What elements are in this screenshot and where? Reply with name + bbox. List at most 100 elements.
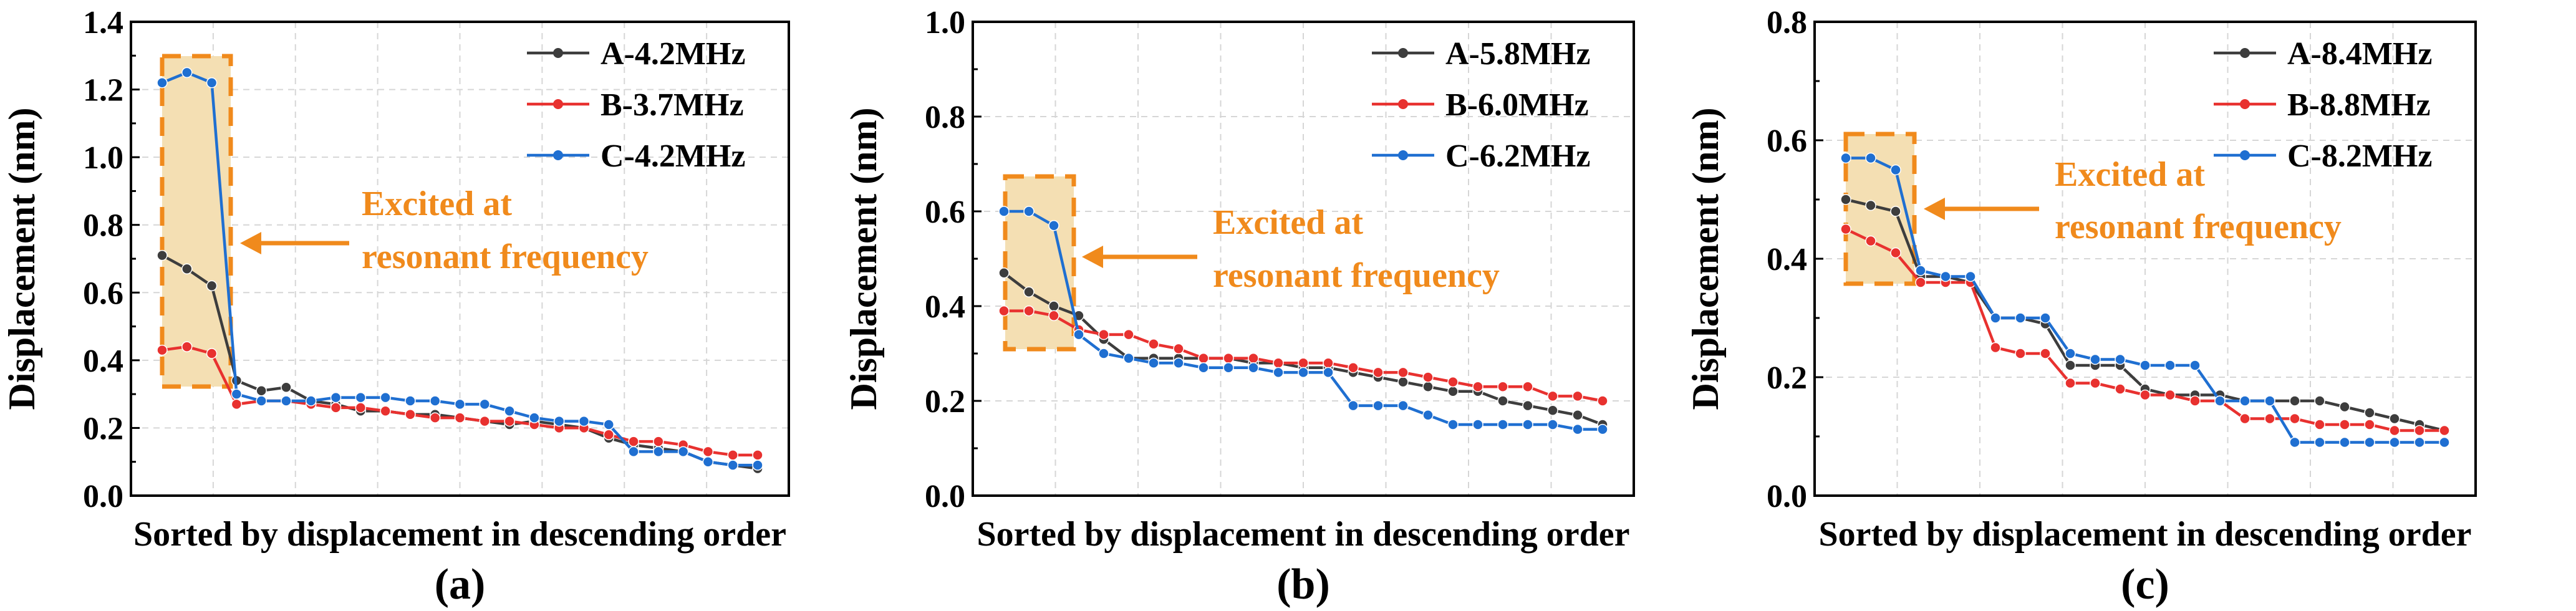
- data-point: [2214, 395, 2226, 407]
- data-point: [727, 450, 738, 461]
- data-point: [2439, 425, 2450, 436]
- data-point: [1248, 362, 1259, 373]
- data-point: [752, 450, 763, 461]
- data-point: [256, 385, 267, 397]
- data-point: [2364, 407, 2375, 418]
- data-point: [1597, 423, 1608, 435]
- data-point: [1522, 400, 1533, 411]
- data-point: [1572, 423, 1583, 435]
- data-point: [1123, 329, 1134, 340]
- y-tick-label: 0.8: [1767, 5, 1807, 41]
- data-point: [998, 206, 1010, 217]
- data-point: [2040, 348, 2051, 359]
- annotation-text: resonant frequency: [1213, 256, 1500, 295]
- annotation-text: Excited at: [362, 185, 512, 223]
- data-point: [206, 348, 218, 359]
- legend-label: C-6.2MHz: [1445, 138, 1590, 174]
- data-point: [181, 67, 193, 79]
- legend-swatch-marker: [1398, 150, 1408, 160]
- data-point: [380, 405, 391, 417]
- data-point: [157, 77, 168, 89]
- data-point: [1323, 367, 1334, 378]
- data-point: [2090, 354, 2101, 365]
- legend-label: C-8.2MHz: [2287, 138, 2432, 174]
- data-point: [1915, 277, 1926, 288]
- y-tick-label: 1.4: [83, 5, 123, 41]
- data-point: [628, 436, 639, 447]
- data-point: [2239, 413, 2250, 425]
- data-point: [2115, 383, 2126, 395]
- data-point: [2289, 436, 2300, 448]
- data-point: [231, 388, 243, 400]
- data-point: [1447, 386, 1459, 397]
- data-point: [1323, 357, 1334, 368]
- data-point: [1840, 223, 1851, 235]
- data-point: [2339, 436, 2350, 448]
- plot-frame: [1813, 21, 2477, 497]
- data-point: [653, 446, 664, 458]
- data-point: [2339, 419, 2350, 430]
- data-point: [2289, 395, 2300, 407]
- legend-label: A-5.8MHz: [1445, 36, 1590, 72]
- y-tick-label: 0.6: [925, 195, 965, 230]
- data-point: [1497, 419, 1508, 430]
- data-point: [2239, 395, 2250, 407]
- data-point: [1023, 305, 1035, 317]
- data-point: [1422, 381, 1434, 392]
- plot-frame: [130, 21, 790, 497]
- data-point: [653, 436, 664, 447]
- y-tick-label: 0.2: [925, 384, 965, 420]
- data-point: [479, 398, 491, 410]
- data-point: [206, 280, 218, 292]
- legend-swatch-marker: [553, 48, 563, 58]
- annotation-arrow-head: [1924, 198, 1945, 220]
- data-point: [628, 446, 639, 458]
- data-point: [1940, 271, 1951, 282]
- data-point: [1248, 352, 1259, 364]
- data-point: [2164, 389, 2176, 401]
- data-point: [281, 395, 292, 407]
- data-point: [702, 456, 714, 468]
- legend-swatch-marker: [2240, 99, 2250, 109]
- data-point: [1447, 376, 1459, 388]
- data-point: [1915, 265, 1926, 276]
- data-point: [429, 412, 441, 423]
- y-tick-label: 0.0: [1767, 479, 1807, 514]
- data-point: [2364, 419, 2375, 430]
- data-point: [2389, 436, 2400, 448]
- legend-swatch-marker: [553, 150, 563, 160]
- data-point: [1547, 419, 1558, 430]
- data-point: [2264, 413, 2275, 425]
- data-point: [1397, 367, 1409, 378]
- data-point: [752, 459, 763, 471]
- data-point: [1422, 410, 1434, 421]
- data-point: [1023, 206, 1035, 217]
- data-point: [181, 341, 193, 352]
- data-point: [206, 77, 218, 89]
- series-line-B-6.0MHz: [1004, 309, 1603, 403]
- data-point: [2389, 413, 2400, 425]
- data-point: [2189, 360, 2201, 371]
- data-point: [1298, 357, 1309, 368]
- data-point: [1597, 395, 1608, 407]
- data-point: [2414, 425, 2425, 436]
- data-point: [1348, 400, 1359, 411]
- chart-panel-b: 0.0 0.2 0.4 0.6 0.8 1.0 Excited at resonant fre…: [843, 5, 1635, 609]
- annotation-text: resonant frequency: [362, 238, 649, 276]
- annotation-text: Excited at: [2055, 155, 2205, 194]
- data-point: [405, 408, 416, 420]
- data-point: [1497, 395, 1508, 407]
- legend-label: B-3.7MHz: [601, 87, 744, 123]
- data-point: [181, 263, 193, 275]
- data-point: [231, 398, 243, 410]
- data-point: [1348, 362, 1359, 373]
- legend-swatch-marker: [1398, 99, 1408, 109]
- data-point: [1890, 206, 1901, 217]
- data-point: [2015, 312, 2026, 324]
- data-point: [355, 392, 367, 403]
- y-tick-label: 0.8: [925, 100, 965, 135]
- data-point: [1865, 152, 1876, 164]
- data-point: [1073, 329, 1084, 340]
